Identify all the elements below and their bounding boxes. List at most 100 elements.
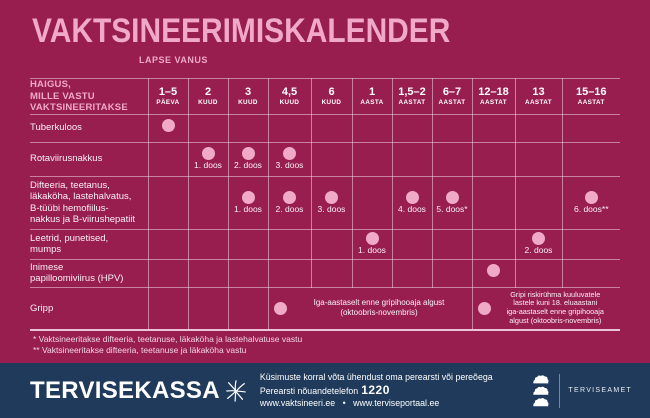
terviseamet-logo: TERVISEAMET	[532, 373, 632, 409]
empty-cell	[561, 113, 620, 143]
gripp-risk-group-cell: Gripi riskirühma kuuluvatele lastele kun…	[471, 286, 620, 331]
dose-cell: 1. doos	[227, 175, 269, 230]
gripp-risk-group-note: Gripi riskirühma kuuluvatele lastele kun…	[506, 289, 604, 326]
empty-cell	[391, 258, 433, 288]
empty-cell	[227, 113, 269, 143]
dose-cell: 1. doos	[351, 228, 393, 260]
empty-cell	[187, 113, 229, 143]
dose-label: 1. doos	[194, 160, 222, 171]
empty-cell	[431, 113, 473, 143]
gripp-annual-note: Iga-aastaselt enne gripihooaja algust (o…	[313, 298, 445, 318]
disease-row-rotaviirus: Rotaviirusnakkus 1. doos 2. doos 3. doos	[30, 141, 620, 177]
empty-cell	[351, 258, 393, 288]
age-column-header: 12–18 AASTAT	[471, 78, 516, 115]
disease-row-difteeria: Difteeria, teetanus, läkaköha, lastehalv…	[30, 175, 620, 230]
age-column-header: 6–7 AASTAT	[431, 78, 473, 115]
dose-label: 1. doos	[234, 203, 262, 214]
table-header-row: HAIGUS, MILLE VASTU VAKTSINEERITAKSE 1–5…	[30, 78, 620, 115]
empty-cell	[227, 228, 269, 260]
bullet-separator: •	[342, 398, 346, 409]
empty-cell	[351, 113, 393, 143]
empty-cell	[227, 286, 269, 331]
dose-cell: 2. doos	[267, 175, 312, 230]
dose-dot-icon	[405, 190, 419, 204]
empty-cell	[310, 228, 353, 260]
dose-label: 6. doos**	[574, 203, 609, 214]
contact-line: Küsimuste korral võta ühendust oma perea…	[259, 372, 493, 383]
disease-row-hpv: Inimese papilloomiviirus (HPV)	[30, 258, 620, 288]
empty-cell	[514, 113, 563, 143]
dose-dot-icon	[365, 232, 379, 246]
disease-row-leetrid: Leetrid, punetised, mumps 1. doos 2. doo…	[30, 228, 620, 260]
footer-bar: TERVISEKASSA Küsimuste korral võta ühend…	[0, 363, 650, 418]
link-vaktsineeri[interactable]: www.vaktsineeri.ee	[259, 398, 336, 409]
empty-cell	[391, 141, 433, 177]
dose-label: 1. doos	[358, 245, 386, 256]
footnote-double-asterisk: ** Vaktsineeritakse difteeria, teetanuse…	[33, 344, 247, 355]
contact-info: Küsimuste korral võta ühendust oma perea…	[260, 371, 493, 410]
empty-cell	[187, 258, 229, 288]
link-terviseportaal[interactable]: www.terviseportaal.ee	[353, 398, 440, 409]
phone-number: 1220	[361, 382, 390, 397]
empty-cell	[147, 258, 189, 288]
empty-cell	[147, 286, 189, 331]
dose-dot-icon	[325, 190, 338, 204]
age-column-header: 3 KUUD	[227, 78, 269, 115]
dose-cell: 6. doos**	[561, 175, 620, 230]
disease-label: Difteeria, teetanus, läkaköha, lastehalv…	[30, 175, 149, 230]
gripp-annual-cell: Iga-aastaselt enne gripihooaja algust (o…	[267, 286, 473, 331]
empty-cell	[310, 141, 353, 177]
empty-cell	[391, 228, 433, 260]
dose-label: 5. doos*	[436, 203, 468, 214]
empty-cell	[561, 228, 620, 260]
age-axis-label: LAPSE VANUS	[139, 55, 208, 65]
dose-dot-icon	[445, 190, 459, 204]
agency-name: TERVISEAMET	[568, 387, 632, 394]
page-title: VAKTSINEERIMISKALENDER	[32, 12, 451, 50]
disease-label: Leetrid, punetised, mumps	[30, 228, 149, 260]
age-column-header: 13 AASTAT	[514, 78, 563, 115]
age-column-header: 4,5 KUUD	[267, 78, 312, 115]
empty-cell	[431, 228, 473, 260]
dose-cell: 3. doos	[310, 175, 353, 230]
age-column-header: 1–5 PÄEVA	[147, 78, 189, 115]
disease-row-gripp: Gripp Iga-aastaselt enne gripihooaja alg…	[30, 286, 620, 331]
flourish-icon	[226, 379, 246, 402]
dose-label: 2. doos	[524, 245, 553, 256]
empty-cell	[267, 113, 312, 143]
dose-dot-icon	[241, 147, 255, 161]
dose-cell	[471, 258, 516, 288]
empty-cell	[471, 141, 516, 177]
empty-cell	[267, 228, 312, 260]
phone-label: Perearsti nõuandetelefon	[259, 385, 359, 396]
age-column-header: 1 AASTA	[351, 78, 393, 115]
empty-cell	[267, 258, 312, 288]
dose-label: 2. doos	[275, 203, 304, 214]
links-line: www.vaktsineeri.ee • www.terviseportaal.…	[260, 397, 493, 410]
dose-dot-icon	[241, 190, 255, 204]
coat-of-arms-icon	[533, 374, 549, 406]
dose-cell: 5. doos*	[431, 175, 473, 230]
disease-label: Inimese papilloomiviirus (HPV)	[30, 258, 149, 288]
vaccination-table: HAIGUS, MILLE VASTU VAKTSINEERITAKSE 1–5…	[30, 78, 620, 331]
empty-cell	[310, 113, 353, 143]
empty-cell	[391, 113, 433, 143]
empty-cell	[561, 258, 620, 288]
tervisekassa-logo: TERVISEKASSA	[30, 377, 248, 405]
empty-cell	[310, 258, 353, 288]
dose-cell	[147, 113, 189, 143]
dose-dot-icon	[273, 301, 287, 315]
disease-label: Tuberkuloos	[30, 113, 149, 143]
disease-row-tuberkuloos: Tuberkuloos	[30, 113, 620, 143]
age-column-header: 6 KUUD	[310, 78, 353, 115]
empty-cell	[147, 141, 189, 177]
disease-label: Gripp	[30, 286, 149, 331]
empty-cell	[351, 175, 393, 230]
empty-cell	[187, 286, 229, 331]
brand-name: TERVISEKASSA	[30, 376, 220, 404]
dose-label: 4. doos	[398, 203, 426, 214]
empty-cell	[187, 175, 229, 230]
footnote-single-asterisk: * Vaktsineeritakse difteeria, teetanuse,…	[33, 334, 303, 344]
phone-line: Perearsti nõuandetelefon 1220	[260, 384, 493, 398]
dose-cell: 2. doos	[227, 141, 269, 177]
